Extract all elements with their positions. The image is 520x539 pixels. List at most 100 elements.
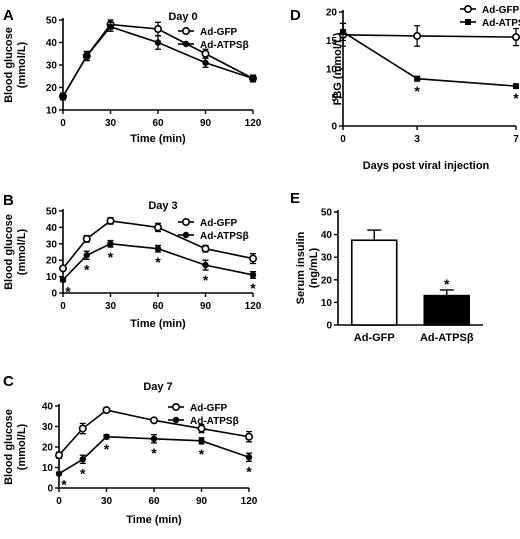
data-point xyxy=(103,433,110,440)
data-point xyxy=(202,59,209,66)
data-point xyxy=(154,24,163,33)
data-point xyxy=(106,216,115,225)
data-point xyxy=(150,416,159,425)
y-tick-label: 30 xyxy=(42,422,54,433)
x-tick-label: 120 xyxy=(245,301,262,312)
legend-marker xyxy=(182,231,190,239)
x-axis-label: Time (min) xyxy=(130,318,186,330)
y-axis-label: Blood glucose(mmol/L) xyxy=(3,214,28,290)
y-tick-label: 10 xyxy=(42,463,54,474)
bar xyxy=(350,239,398,326)
data-point xyxy=(154,39,162,46)
y-tick-label: 5 xyxy=(331,93,337,104)
data-point xyxy=(107,23,114,30)
series-line xyxy=(62,25,254,97)
bar xyxy=(423,294,471,326)
x-tick-label: 30 xyxy=(105,301,117,312)
series-ad-atps-: * * Ad-ATPSβ xyxy=(340,18,520,106)
x-tick-label: 30 xyxy=(101,496,113,507)
x-tick-label: 0 xyxy=(60,301,66,312)
legend-marker xyxy=(182,26,191,35)
legend-marker xyxy=(172,402,181,411)
data-point xyxy=(55,470,63,477)
legend-marker xyxy=(182,40,190,48)
legend-label: Ad-ATPSβ xyxy=(200,231,249,242)
data-point xyxy=(249,75,257,82)
data-point xyxy=(249,254,258,263)
x-tick-label: 3 xyxy=(414,134,420,145)
series-ad-atps-: * * * * * * Ad-ATPSβ xyxy=(59,231,256,300)
legend-label: Ad-GFP xyxy=(200,27,238,38)
data-point xyxy=(513,83,519,90)
data-point xyxy=(245,432,254,441)
data-point xyxy=(59,276,67,284)
y-tick-label: 0 xyxy=(326,321,332,332)
data-point xyxy=(413,31,422,40)
data-point xyxy=(201,49,210,58)
panel-d: D 0 5 10 15 20 FBG (mmol/L) 0 3 7 Days post viral … xyxy=(290,5,520,172)
significance-star: * xyxy=(246,463,252,479)
significance-star: * xyxy=(155,254,161,270)
panel-letter: A xyxy=(3,7,14,24)
legend-label: Ad-ATPSβ xyxy=(190,416,239,427)
y-tick-label: 0 xyxy=(331,122,337,133)
legend-label: Ad-GFP xyxy=(190,403,228,414)
y-tick-label: 20 xyxy=(42,443,54,454)
x-axis-label: Days post viral injection xyxy=(363,160,490,172)
x-tick-label: 60 xyxy=(152,118,164,129)
x-category-label: Ad-ATPSβ xyxy=(420,332,474,344)
panel-letter: D xyxy=(290,7,301,24)
y-axis-label-line: (mmol/L) xyxy=(16,228,28,275)
y-axis-label-line: FBG (mmol/L) xyxy=(332,32,344,105)
significance-star: * xyxy=(250,280,256,296)
legend-marker xyxy=(463,5,472,14)
panel-title: Day 3 xyxy=(148,200,177,212)
y-tick-label: 50 xyxy=(46,16,58,27)
panel-c: C Day 7 0 10 20 30 40 Blood glucose(mmol/L) 0 30 6… xyxy=(3,373,258,526)
y-tick-label: 0 xyxy=(47,484,53,495)
data-point xyxy=(83,252,90,259)
x-tick-label: 30 xyxy=(105,118,117,129)
significance-star: * xyxy=(203,272,209,288)
series-line xyxy=(58,435,250,475)
x-tick-label: 120 xyxy=(241,496,258,507)
x-tick-label: 90 xyxy=(200,301,212,312)
series-ad-atps-: * * * * * * Ad-ATPSβ xyxy=(55,416,252,493)
data-point xyxy=(150,435,158,442)
data-point xyxy=(197,424,206,433)
y-tick-label: 30 xyxy=(46,61,58,72)
y-axis-label: Serum insulin(ng/mL) xyxy=(295,231,320,304)
significance-star: * xyxy=(61,477,67,493)
data-point xyxy=(59,93,67,100)
x-tick-label: 0 xyxy=(56,496,62,507)
y-tick-label: 0 xyxy=(51,289,57,300)
legend-marker xyxy=(465,19,471,25)
x-category-label: Ad-GFP xyxy=(354,332,395,344)
significance-star: * xyxy=(513,90,519,106)
series-line xyxy=(58,409,250,456)
series-line xyxy=(62,242,254,281)
series-line xyxy=(342,34,517,38)
data-point xyxy=(198,437,205,445)
data-point xyxy=(511,33,520,42)
data-point xyxy=(58,264,67,273)
panel-title: Day 0 xyxy=(168,11,197,23)
data-point xyxy=(102,406,111,415)
significance-star: * xyxy=(151,445,157,461)
significance-star: * xyxy=(80,465,86,481)
y-tick-label: 20 xyxy=(326,8,338,19)
x-tick-label: 60 xyxy=(148,496,160,507)
series-line xyxy=(342,31,517,87)
y-axis-label: Blood glucose(mmol/L) xyxy=(3,409,28,485)
y-axis-label-line: (ng/mL) xyxy=(308,248,320,289)
y-tick-label: 15 xyxy=(326,36,338,47)
legend-marker xyxy=(182,218,191,227)
series-ad-gfp: Ad-GFP xyxy=(54,402,254,460)
panel-title: Day 7 xyxy=(143,381,172,393)
series-ad-gfp: Ad-GFP xyxy=(58,216,258,273)
legend-label: Ad-ATPSβ xyxy=(482,18,520,29)
significance-star: * xyxy=(65,284,71,300)
significance-star: * xyxy=(444,276,450,292)
x-tick-label: 0 xyxy=(60,118,66,129)
legend-label: Ad-ATPSβ xyxy=(200,40,249,51)
